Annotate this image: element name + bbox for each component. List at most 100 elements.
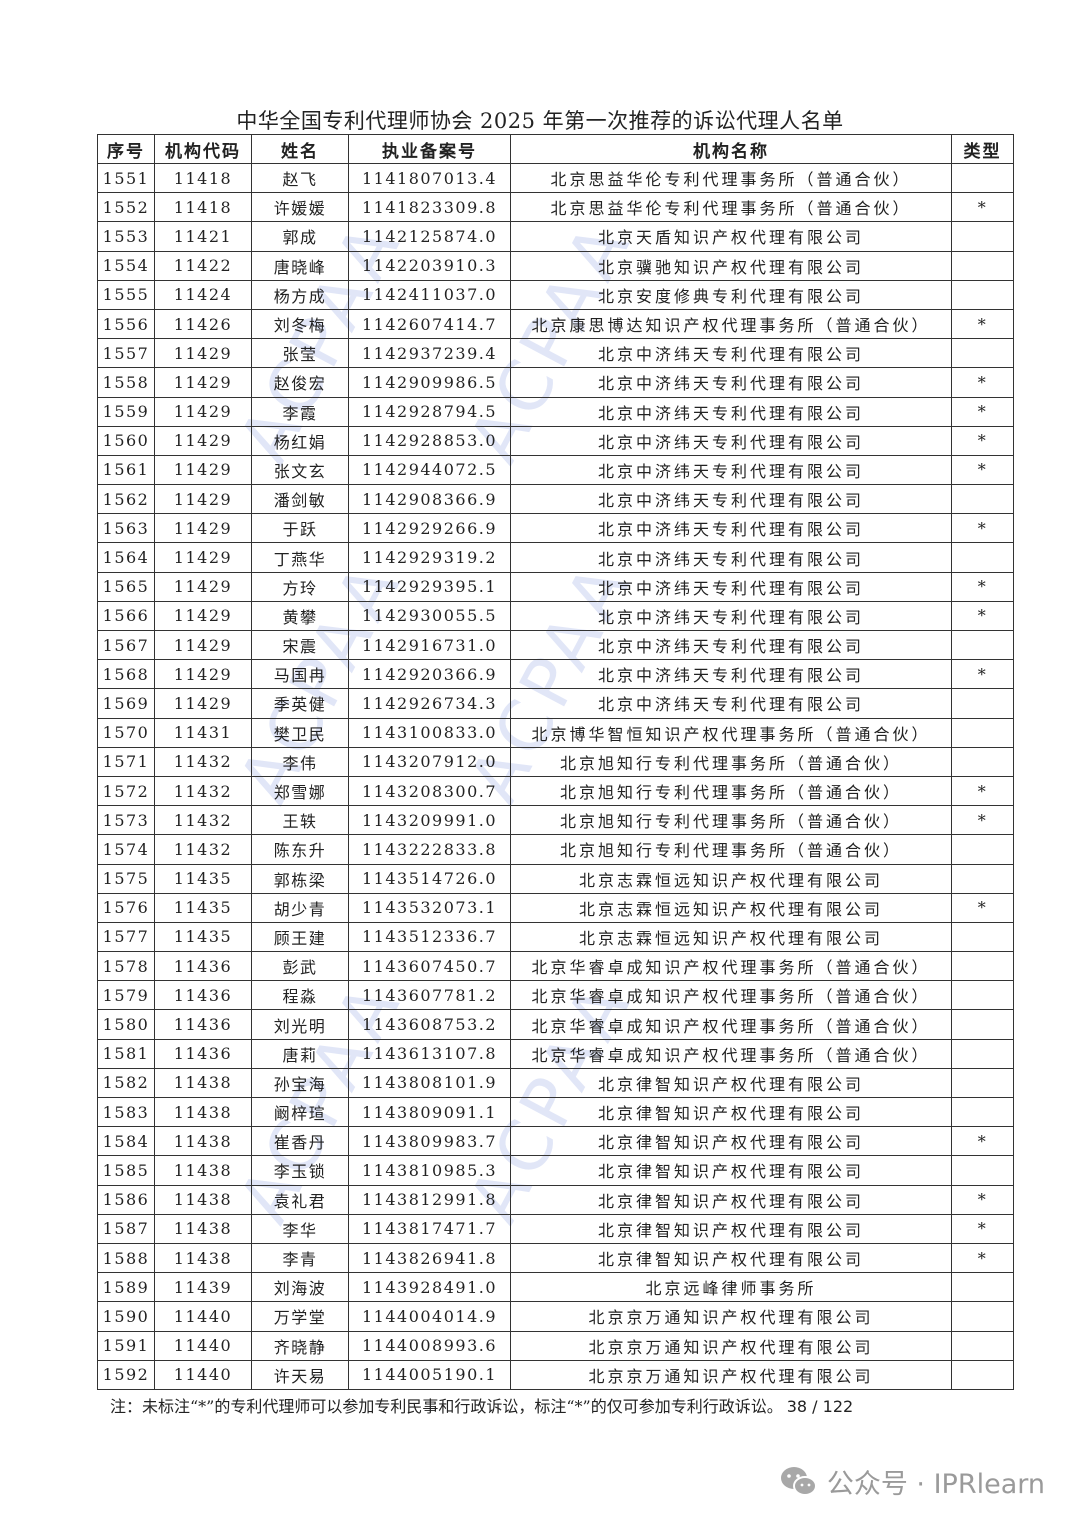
cell-type	[951, 338, 1014, 369]
cell-serial: 1551	[97, 162, 155, 194]
table-row: 1571 11432 李伟 1143207912.0 北京旭知行专利代理事务所（普通合伙…	[97, 746, 1014, 777]
cell-type	[951, 951, 1014, 982]
cell-name: 李伟	[251, 746, 349, 777]
cell-org-code: 11429	[154, 688, 252, 719]
cell-name: 李青	[251, 1242, 349, 1274]
cell-org-code: 11440	[154, 1330, 252, 1361]
table-header-row: 序号 机构代码 姓名 执业备案号 机构名称 类型	[97, 134, 1014, 164]
cell-name: 宋震	[251, 629, 349, 661]
cell-org-name: 北京京万通知识产权代理有限公司	[510, 1301, 952, 1332]
cell-name: 许媛媛	[251, 192, 349, 223]
cell-license-no: 1143222833.8	[348, 834, 511, 865]
cell-type: *	[951, 1184, 1014, 1215]
cell-type	[951, 1009, 1014, 1040]
table-row: 1565 11429 方玲 1142929395.1 北京中济纬天专利代理有限公司 *	[97, 571, 1014, 602]
header-serial: 序号	[97, 134, 155, 164]
cell-serial: 1558	[97, 367, 155, 398]
table-row: 1569 11429 季英健 1142926734.3 北京中济纬天专利代理有限公司	[97, 688, 1014, 719]
cell-serial: 1580	[97, 1009, 155, 1040]
table-row: 1573 11432 王轶 1143209991.0 北京旭知行专利代理事务所（普通合伙…	[97, 805, 1014, 836]
cell-name: 唐晓峰	[251, 250, 349, 281]
cell-license-no: 1142937239.4	[348, 338, 511, 369]
cell-serial: 1581	[97, 1038, 155, 1069]
cell-org-name: 北京中济纬天专利代理有限公司	[510, 542, 952, 573]
cell-license-no: 1142125874.0	[348, 221, 511, 252]
cell-org-name: 北京中济纬天专利代理有限公司	[510, 513, 952, 544]
cell-name: 崔香丹	[251, 1126, 349, 1157]
cell-org-code: 11429	[154, 484, 252, 515]
cell-serial: 1564	[97, 542, 155, 573]
cell-name: 于跃	[251, 513, 349, 544]
table-row: 1559 11429 李霞 1142928794.5 北京中济纬天专利代理有限公司 *	[97, 396, 1014, 427]
cell-org-code: 11439	[154, 1272, 252, 1303]
cell-name: 樊卫民	[251, 717, 349, 748]
cell-org-code: 11436	[154, 1009, 252, 1040]
table-row: 1558 11429 赵俊宏 1142909986.5 北京中济纬天专利代理有限公司 *	[97, 367, 1014, 398]
cell-serial: 1556	[97, 308, 155, 340]
cell-license-no: 1142411037.0	[348, 279, 511, 310]
cell-name: 刘光明	[251, 1009, 349, 1040]
cell-serial: 1576	[97, 892, 155, 923]
cell-org-name: 北京律智知识产权代理有限公司	[510, 1096, 952, 1128]
cell-license-no: 1143607450.7	[348, 951, 511, 982]
cell-license-no: 1143809983.7	[348, 1126, 511, 1157]
table-row: 1580 11436 刘光明 1143608753.2 北京华睿卓成知识产权代理事务所（…	[97, 1009, 1014, 1040]
cell-license-no: 1143608753.2	[348, 1009, 511, 1040]
cell-org-code: 11438	[154, 1126, 252, 1157]
header-org-name: 机构名称	[510, 134, 952, 164]
cell-name: 李华	[251, 1213, 349, 1244]
cell-org-name: 北京京万通知识产权代理有限公司	[510, 1359, 952, 1390]
cell-license-no: 1143532073.1	[348, 892, 511, 923]
cell-org-name: 北京旭知行专利代理事务所（普通合伙）	[510, 746, 952, 777]
cell-name: 程淼	[251, 980, 349, 1011]
cell-type	[951, 542, 1014, 573]
cell-org-code: 11429	[154, 338, 252, 369]
cell-org-name: 北京律智知识产权代理有限公司	[510, 1242, 952, 1274]
cell-org-code: 11424	[154, 279, 252, 310]
cell-type	[951, 629, 1014, 661]
cell-name: 张文玄	[251, 454, 349, 486]
cell-name: 李霞	[251, 396, 349, 427]
cell-type: *	[951, 571, 1014, 602]
cell-license-no: 1142929266.9	[348, 513, 511, 544]
cell-type	[951, 688, 1014, 719]
cell-name: 杨方成	[251, 279, 349, 310]
cell-org-code: 11440	[154, 1301, 252, 1332]
cell-serial: 1563	[97, 513, 155, 544]
cell-type	[951, 1067, 1014, 1099]
table-row: 1589 11439 刘海波 1143928491.0 北京远峰律师事务所	[97, 1272, 1014, 1303]
cell-serial: 1552	[97, 192, 155, 223]
cell-name: 马国冉	[251, 659, 349, 690]
cell-type: *	[951, 600, 1014, 632]
cell-serial: 1567	[97, 629, 155, 661]
table-row: 1583 11438 阚梓瑄 1143809091.1 北京律智知识产权代理有限公司	[97, 1096, 1014, 1128]
cell-type: *	[951, 1213, 1014, 1244]
cell-type	[951, 250, 1014, 281]
table-row: 1560 11429 杨红娟 1142928853.0 北京中济纬天专利代理有限公司 *	[97, 425, 1014, 456]
cell-org-name: 北京旭知行专利代理事务所（普通合伙）	[510, 805, 952, 836]
cell-org-name: 北京安度修典专利代理有限公司	[510, 279, 952, 310]
cell-name: 孙宝海	[251, 1067, 349, 1099]
cell-org-name: 北京律智知识产权代理有限公司	[510, 1126, 952, 1157]
cell-name: 刘海波	[251, 1272, 349, 1303]
cell-org-name: 北京中济纬天专利代理有限公司	[510, 688, 952, 719]
table-row: 1581 11436 唐莉 1143613107.8 北京华睿卓成知识产权代理事务所（普…	[97, 1038, 1014, 1069]
table-row: 1553 11421 郭成 1142125874.0 北京天盾知识产权代理有限公司	[97, 221, 1014, 252]
cell-name: 方玲	[251, 571, 349, 602]
cell-serial: 1568	[97, 659, 155, 690]
table-row: 1591 11440 齐晓静 1144008993.6 北京京万通知识产权代理有限公司	[97, 1330, 1014, 1361]
cell-type: *	[951, 775, 1014, 807]
cell-org-name: 北京中济纬天专利代理有限公司	[510, 338, 952, 369]
wechat-label: 公众号 · IPRlearn	[826, 1469, 1045, 1500]
cell-org-name: 北京华睿卓成知识产权代理事务所（普通合伙）	[510, 980, 952, 1011]
cell-org-code: 11429	[154, 629, 252, 661]
cell-serial: 1572	[97, 775, 155, 807]
cell-org-code: 11438	[154, 1184, 252, 1215]
cell-serial: 1575	[97, 863, 155, 894]
cell-name: 张莹	[251, 338, 349, 369]
cell-name: 许天易	[251, 1359, 349, 1390]
cell-serial: 1566	[97, 600, 155, 632]
cell-type	[951, 162, 1014, 194]
cell-type	[951, 717, 1014, 748]
cell-license-no: 1143512336.7	[348, 921, 511, 953]
